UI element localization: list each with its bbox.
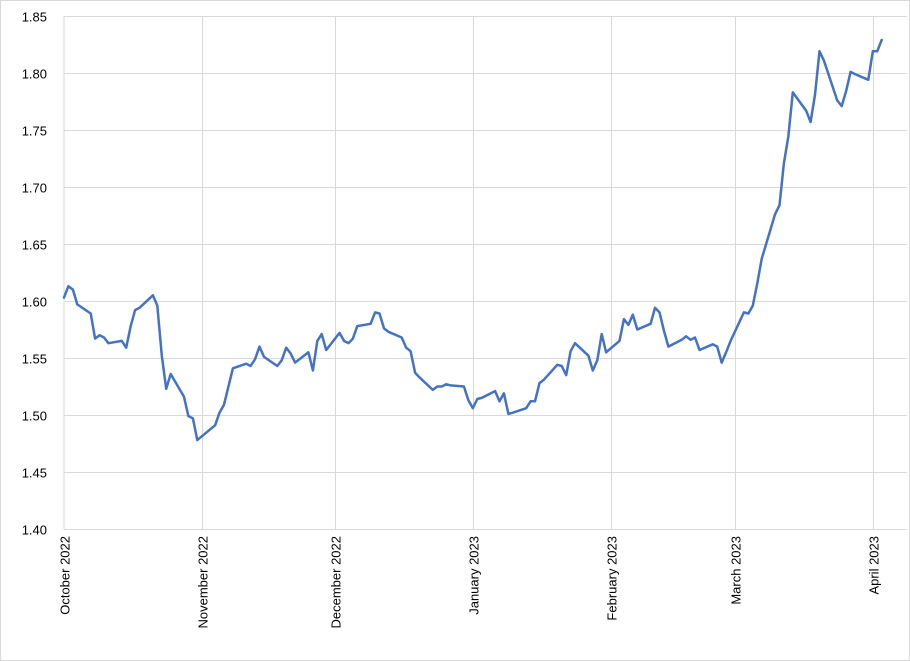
x-axis-tick-labels: October 2022 November 2022 December 2022 Ja… [58,536,882,629]
x-tick-label: December 2022 [329,536,344,629]
y-axis-tick-labels: 1.40 1.45 1.50 1.55 1.60 1.65 1.70 1.75 1.80 1.85 [22,10,47,538]
y-tick-label: 1.85 [22,10,47,25]
y-tick-label: 1.55 [22,352,47,367]
x-tick-label: February 2023 [605,536,620,621]
y-tick-label: 1.65 [22,238,47,253]
y-tick-label: 1.70 [22,181,47,196]
y-tick-label: 1.45 [22,466,47,481]
x-tick-label: October 2022 [58,536,73,615]
y-tick-label: 1.60 [22,295,47,310]
horizontal-gridlines [64,16,907,530]
x-tick-label: March 2023 [729,536,744,605]
x-tick-label: January 2023 [467,536,482,615]
y-tick-label: 1.75 [22,124,47,139]
y-tick-label: 1.40 [22,523,47,538]
y-tick-label: 1.50 [22,409,47,424]
y-tick-label: 1.80 [22,67,47,82]
x-tick-label: November 2022 [196,536,211,629]
series-line [62,38,883,442]
series-layer [62,38,883,442]
x-tick-label: April 2023 [867,536,882,595]
vertical-gridlines [63,16,874,529]
